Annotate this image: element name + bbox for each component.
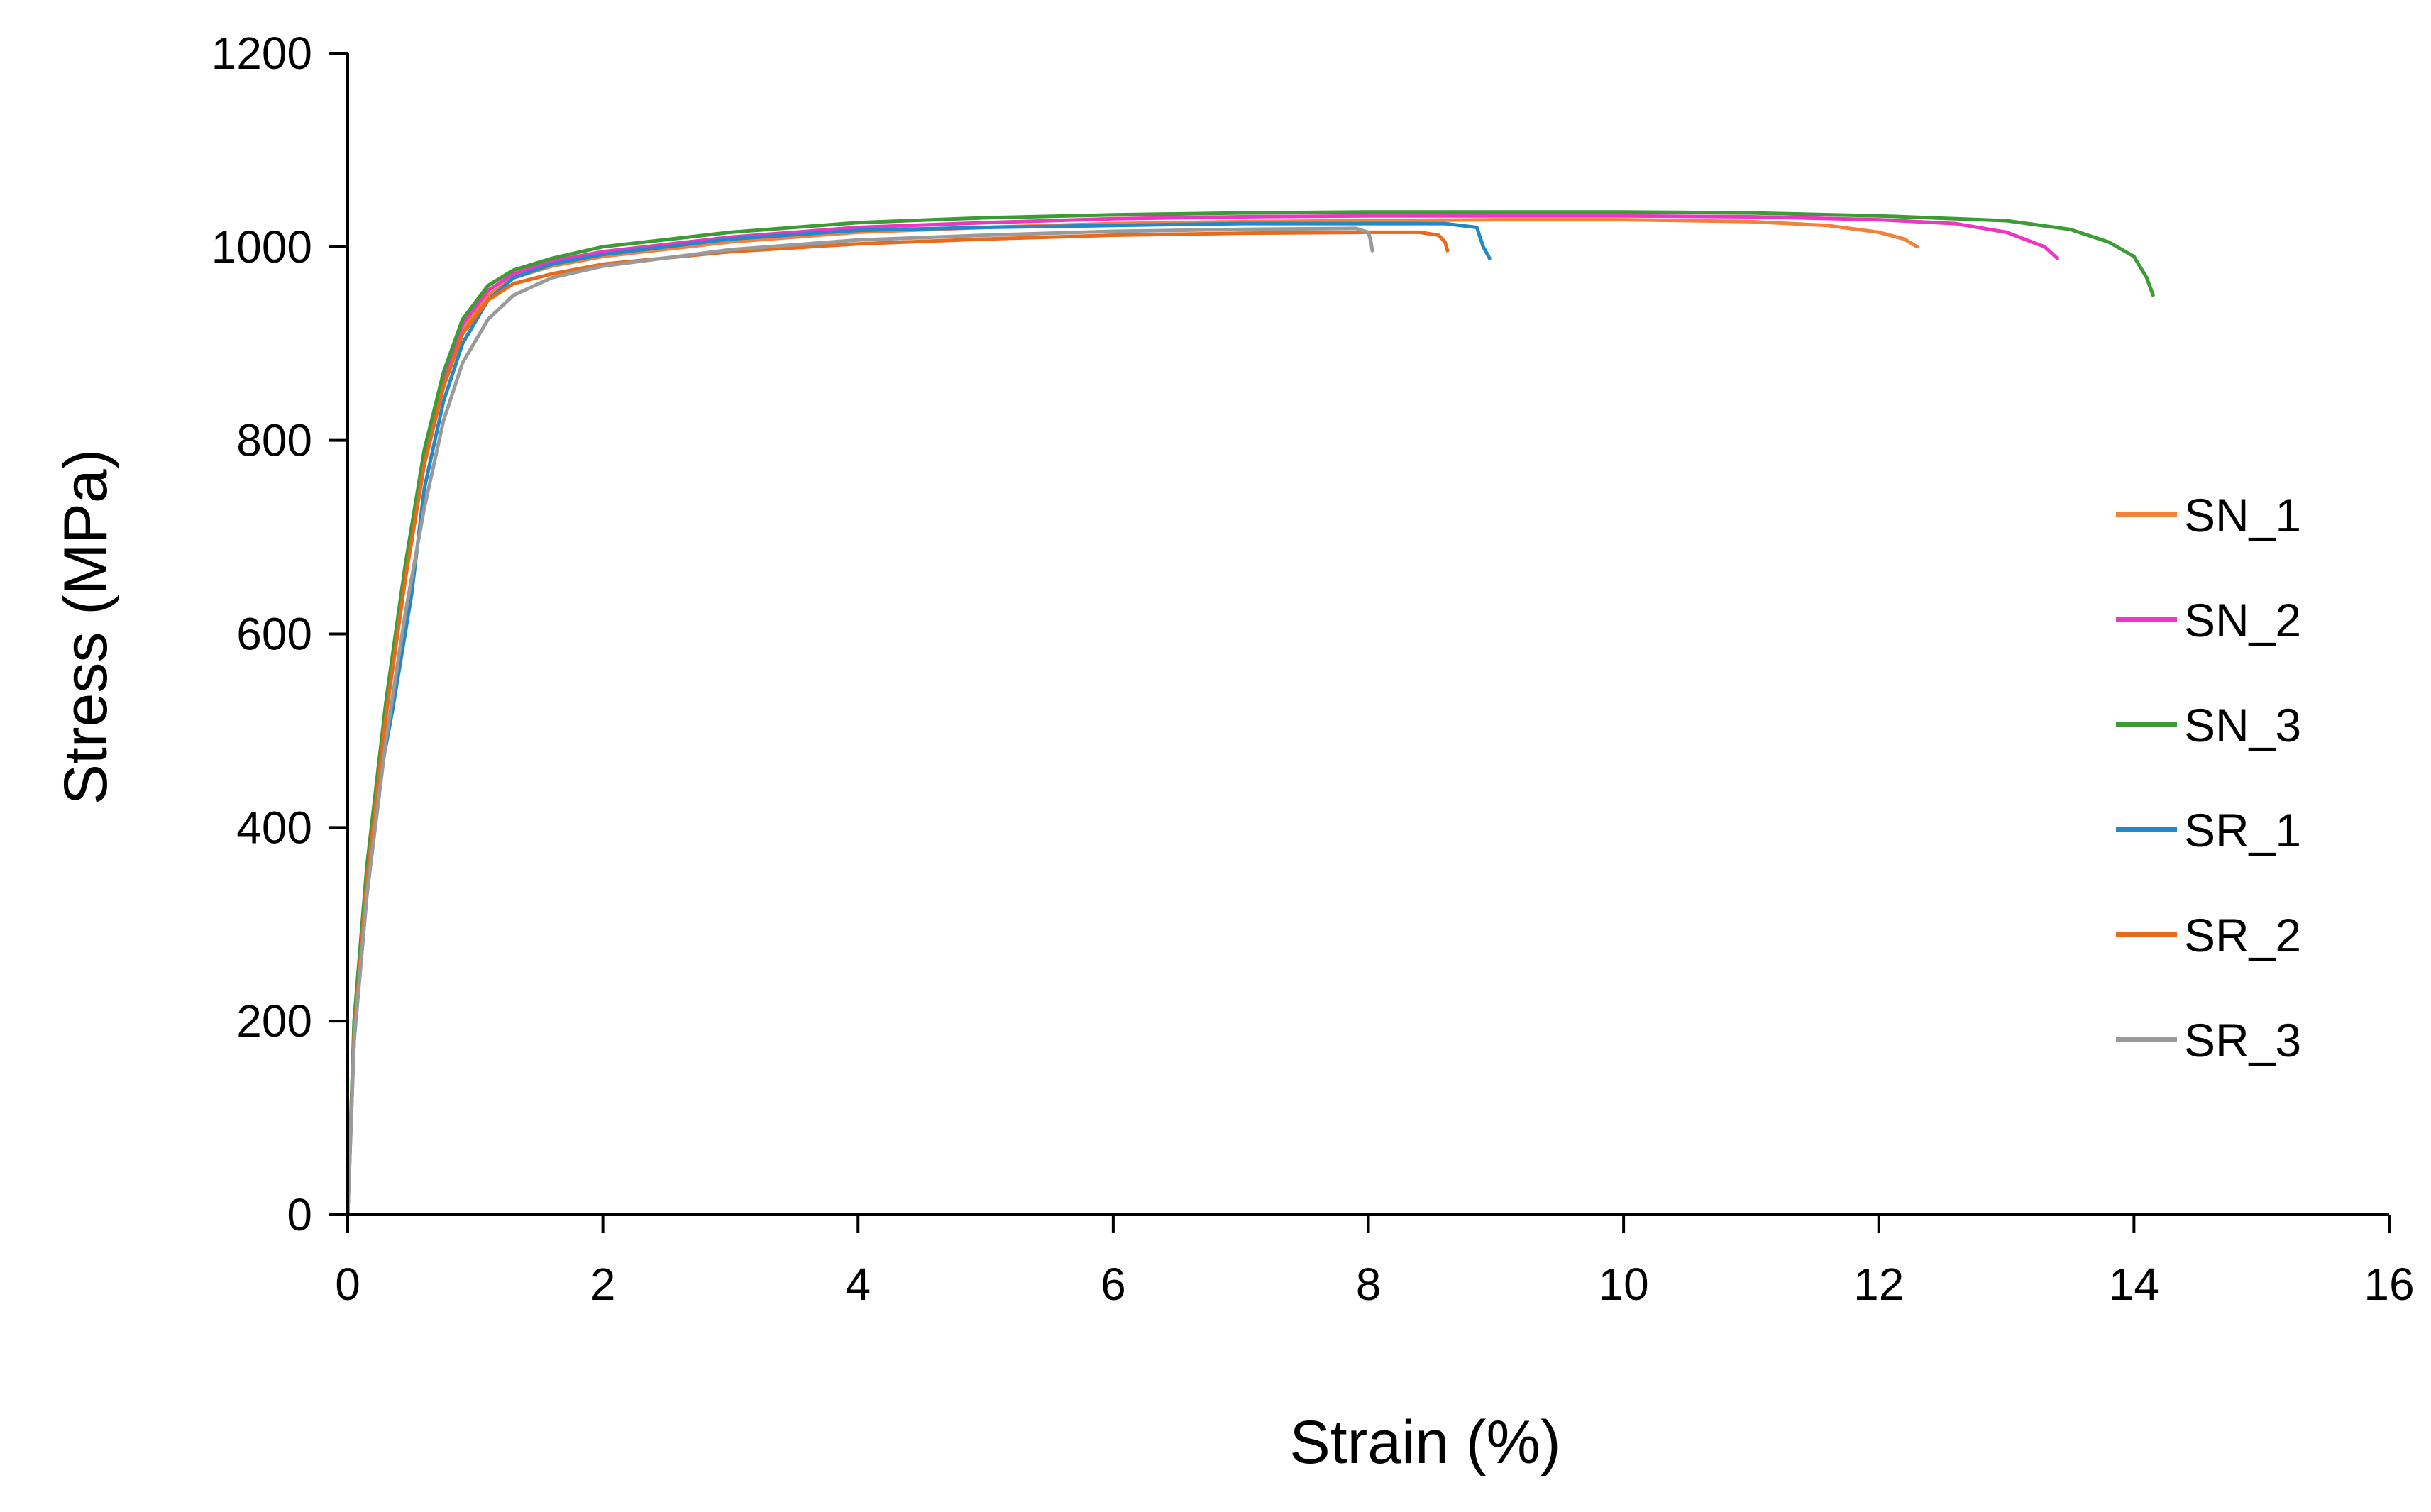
x-tick-label: 10 (1599, 1259, 1649, 1310)
x-tick-label: 0 (335, 1259, 360, 1310)
series-line-sn-2 (346, 214, 2059, 1217)
x-tick-label: 6 (1101, 1259, 1126, 1310)
x-tick-label: 2 (590, 1259, 616, 1310)
legend-label: SN_1 (2184, 489, 2301, 541)
y-tick-label: 800 (236, 415, 312, 466)
legend-label: SN_3 (2184, 699, 2301, 751)
series-line-sn-3 (346, 210, 2155, 1217)
x-tick-label: 4 (845, 1259, 871, 1310)
series-line-sr-1 (346, 221, 1492, 1217)
series-layer (346, 210, 2155, 1217)
y-tick-label: 200 (236, 995, 312, 1047)
legend: SN_1 SN_2 SN_3 SR_1 SR_2 SR_3 (2116, 489, 2301, 1066)
axes-layer: 0 2 4 6 8 10 12 14 16 0 200 400 600 800 1000 1200 (211, 28, 2415, 1310)
y-axis-title: Stress (MPa) (52, 449, 120, 805)
x-tick-label: 12 (1853, 1259, 1904, 1310)
y-tick-label: 400 (236, 802, 312, 853)
x-axis-title: Strain (%) (1289, 1408, 1560, 1477)
x-tick-label: 8 (1356, 1259, 1382, 1310)
x-axis-ticks: 0 2 4 6 8 10 12 14 16 (335, 1215, 2415, 1310)
y-tick-label: 1000 (211, 221, 312, 272)
legend-label: SN_2 (2184, 594, 2301, 646)
y-tick-label: 1200 (211, 28, 312, 79)
legend-label: SR_3 (2184, 1014, 2301, 1066)
y-tick-label: 600 (236, 609, 312, 660)
series-line-sr-2 (346, 230, 1450, 1217)
series-line-sr-3 (346, 226, 1374, 1217)
x-tick-label: 16 (2364, 1259, 2414, 1310)
x-tick-label: 14 (2109, 1259, 2159, 1310)
legend-label: SR_2 (2184, 909, 2301, 961)
y-axis-ticks: 0 200 400 600 800 1000 1200 (211, 28, 348, 1240)
series-line-sn-1 (346, 218, 1919, 1217)
y-tick-label: 0 (287, 1189, 312, 1240)
legend-label: SR_1 (2184, 804, 2301, 856)
